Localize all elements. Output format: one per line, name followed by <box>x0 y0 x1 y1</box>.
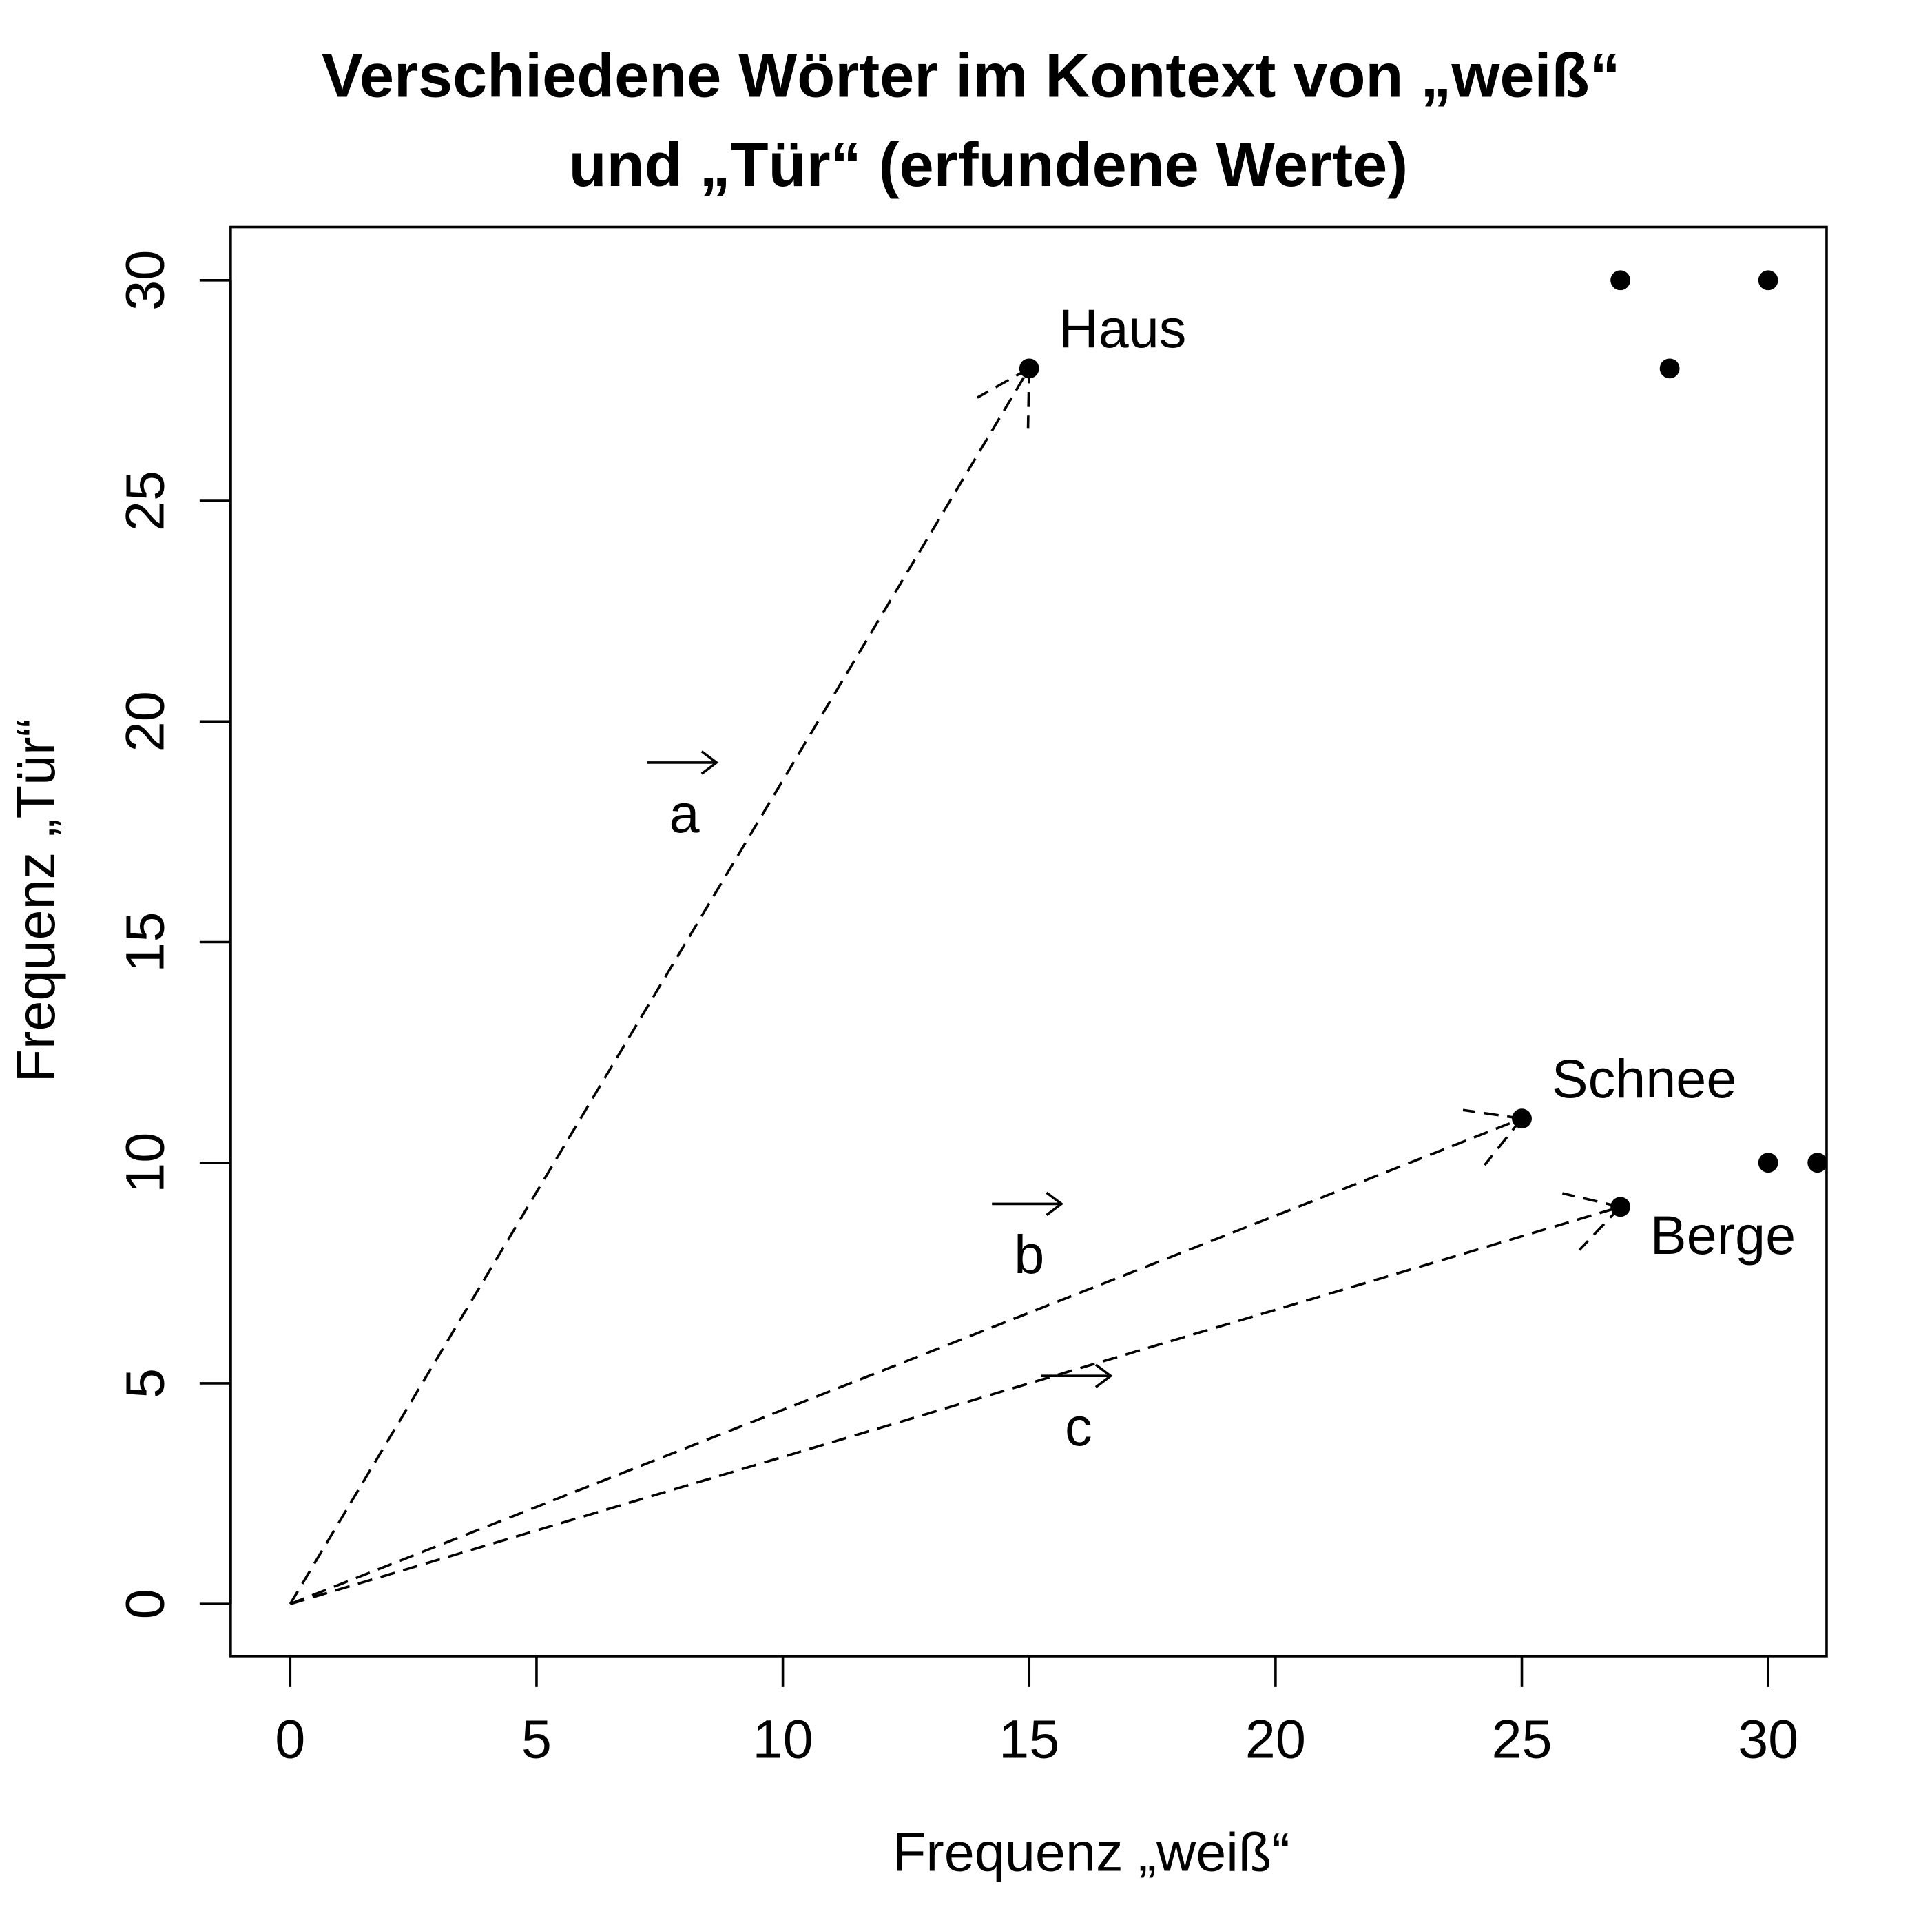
data-point <box>1019 358 1039 379</box>
data-point <box>1758 1153 1778 1173</box>
x-tick-label: 0 <box>275 1709 305 1770</box>
vector-a <box>289 367 1030 1605</box>
y-tick-label: 25 <box>114 471 176 531</box>
points: Haus Schnee Berge <box>1019 270 1828 1266</box>
x-tick-label: 20 <box>1245 1709 1306 1770</box>
y-tick-label: 10 <box>114 1133 176 1193</box>
data-point <box>1610 270 1630 291</box>
x-tick-label: 10 <box>753 1709 813 1770</box>
y-tick-label: 0 <box>114 1589 176 1619</box>
y-axis: 0 5 10 15 20 25 30 <box>114 250 232 1619</box>
x-tick-label: 25 <box>1491 1709 1552 1770</box>
vector-b <box>289 1117 1523 1605</box>
x-tick-label: 30 <box>1738 1709 1798 1770</box>
vector-c <box>289 1206 1621 1605</box>
data-point <box>1512 1108 1532 1129</box>
x-axis-label: Frequenz „weiß“ <box>893 1821 1290 1882</box>
y-axis-label: Frequenz „Tür“ <box>5 719 66 1082</box>
point-label: Haus <box>1059 298 1186 359</box>
vector-overarrow-head <box>1046 1191 1064 1217</box>
point-label: Berge <box>1650 1204 1796 1266</box>
vector-label: b <box>1014 1224 1044 1285</box>
chart-title: Verschiedene Wörter im Kontext von „weiß… <box>322 41 1621 110</box>
plot-frame <box>229 225 1828 1658</box>
data-point <box>1610 1197 1630 1217</box>
vector-overarrow-head <box>700 750 719 775</box>
vector-overarrow-head <box>1094 1363 1113 1388</box>
chart-title-line2: und „Tür“ (erfundene Werte) <box>569 131 1408 200</box>
y-tick-label: 5 <box>114 1368 176 1399</box>
vector-label: a <box>669 783 700 844</box>
vectors: a b c <box>289 367 1621 1605</box>
vector-label: c <box>1065 1396 1092 1457</box>
x-tick-label: 5 <box>521 1709 552 1770</box>
y-tick-label: 30 <box>114 250 176 311</box>
x-tick-label: 15 <box>999 1709 1059 1770</box>
x-axis: 0 5 10 15 20 25 30 <box>275 1655 1798 1770</box>
point-label: Schnee <box>1552 1048 1737 1109</box>
data-point <box>1758 270 1778 291</box>
y-tick-label: 15 <box>114 911 176 972</box>
data-point <box>1807 1153 1828 1173</box>
data-point <box>1659 358 1680 379</box>
y-tick-label: 20 <box>114 691 176 752</box>
